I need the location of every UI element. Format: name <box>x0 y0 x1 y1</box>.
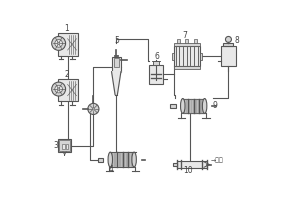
Bar <box>221 46 236 66</box>
Ellipse shape <box>202 99 207 113</box>
Text: 4: 4 <box>109 165 114 174</box>
Bar <box>59 140 70 151</box>
Bar <box>58 79 77 101</box>
Bar <box>153 61 159 65</box>
Bar <box>200 53 202 60</box>
Ellipse shape <box>132 152 136 167</box>
Bar <box>62 144 64 149</box>
Text: 6: 6 <box>154 52 159 61</box>
Circle shape <box>55 85 62 93</box>
Bar <box>177 161 207 168</box>
Text: 7: 7 <box>182 31 187 40</box>
Bar <box>194 39 197 43</box>
Bar <box>174 46 200 66</box>
Text: 5: 5 <box>115 36 120 45</box>
Text: →产品: →产品 <box>211 158 223 163</box>
Circle shape <box>57 88 60 90</box>
Bar <box>114 55 118 56</box>
Circle shape <box>57 42 60 45</box>
Bar <box>224 43 233 46</box>
Bar <box>173 163 177 166</box>
Bar <box>58 33 77 56</box>
Ellipse shape <box>181 99 185 113</box>
Bar <box>183 99 205 113</box>
Circle shape <box>52 82 66 96</box>
Text: 3: 3 <box>54 141 58 150</box>
Polygon shape <box>112 72 121 95</box>
Ellipse shape <box>108 152 112 167</box>
Bar <box>66 144 68 149</box>
Circle shape <box>55 40 62 47</box>
Bar <box>170 104 176 108</box>
Text: 1: 1 <box>64 24 69 33</box>
Text: 9: 9 <box>212 101 217 110</box>
Text: 10: 10 <box>183 166 193 175</box>
Bar <box>176 39 180 43</box>
Circle shape <box>92 108 95 110</box>
Bar <box>174 66 200 69</box>
Bar <box>114 58 118 67</box>
Bar <box>185 39 188 43</box>
Bar <box>172 53 174 60</box>
Circle shape <box>88 103 99 114</box>
Text: 8: 8 <box>234 36 239 45</box>
Text: 2: 2 <box>64 70 69 79</box>
Bar <box>58 139 71 152</box>
Bar <box>110 152 134 167</box>
Bar <box>112 57 121 72</box>
Bar <box>174 43 200 46</box>
Circle shape <box>226 36 231 42</box>
Circle shape <box>52 36 66 50</box>
Bar <box>98 158 103 162</box>
Bar <box>148 65 164 84</box>
